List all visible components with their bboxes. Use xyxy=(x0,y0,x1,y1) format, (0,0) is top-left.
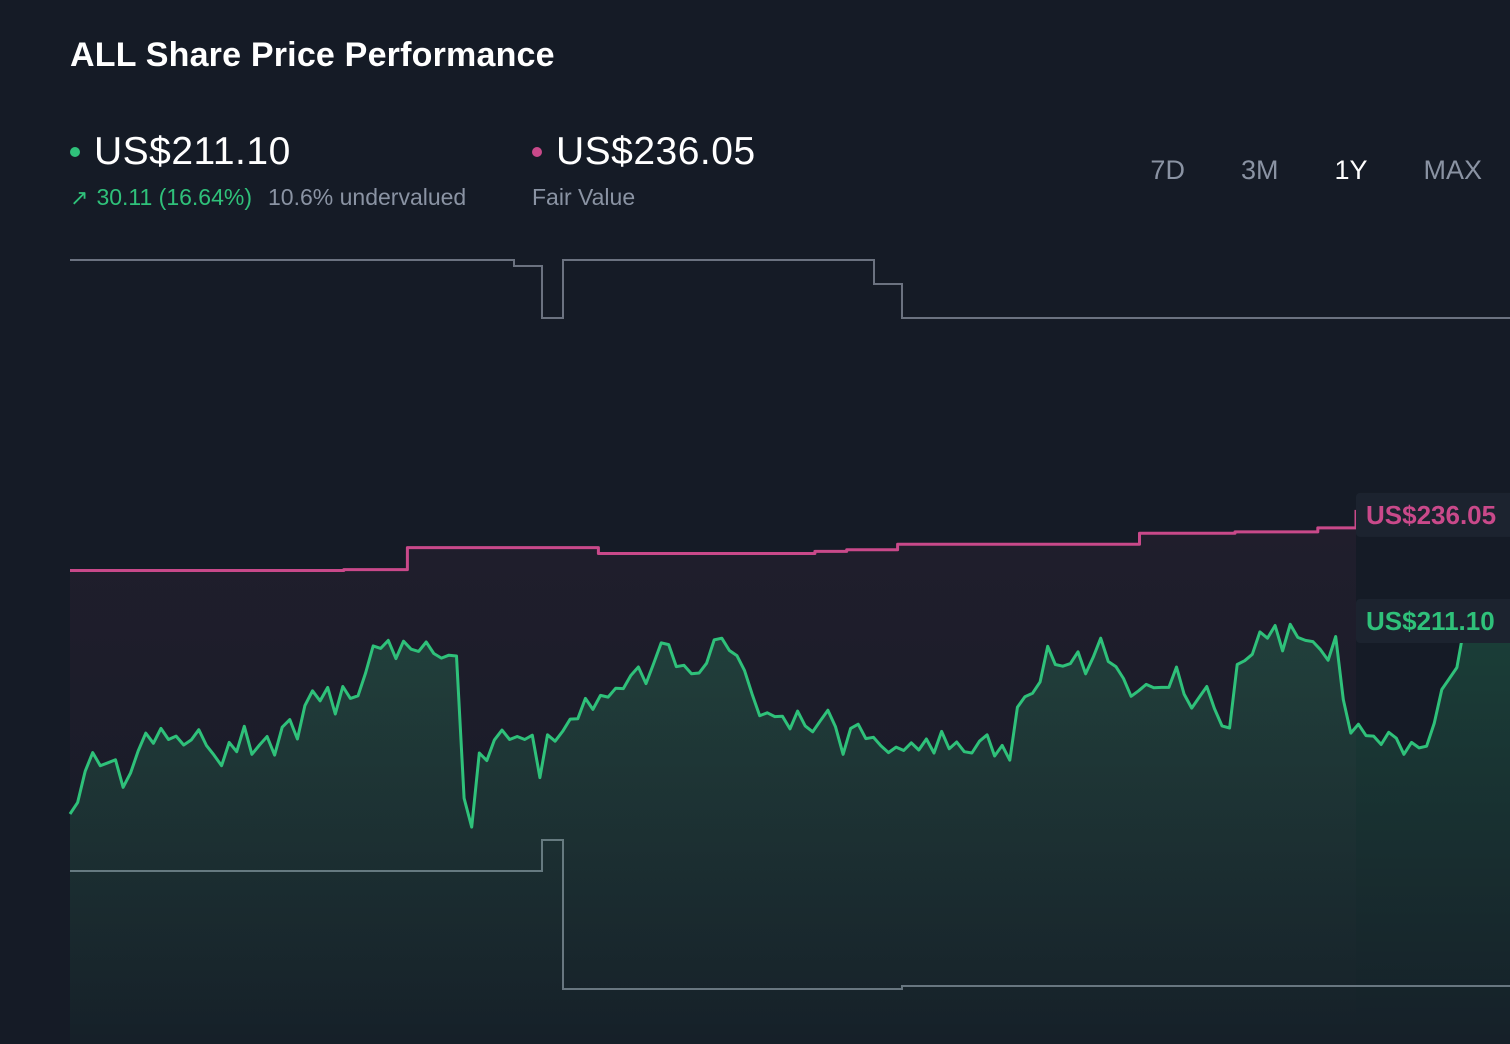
share-price-series-line xyxy=(68,606,1510,829)
current-price-dot xyxy=(70,147,80,157)
share-price-end-label: US$211.10 xyxy=(1356,599,1510,644)
current-price: US$211.10 xyxy=(94,130,291,173)
fair-value-end-label: US$236.05 xyxy=(1356,492,1510,537)
share-price-end-label-background xyxy=(1356,599,1510,644)
page-title: ALL Share Price Performance xyxy=(70,36,555,74)
fair-value-dot xyxy=(532,147,542,157)
range-7d[interactable]: 7D xyxy=(1150,155,1185,185)
arrow-up-right-icon: ↗ xyxy=(70,184,89,210)
current-price-block: US$211.10 ↗ 30.11 (16.64%) 10.6% underva… xyxy=(70,130,466,211)
fair-value-series-line xyxy=(70,526,1356,572)
fair-value-price: US$236.05 xyxy=(556,130,756,173)
range-3m[interactable]: 3M xyxy=(1240,155,1279,185)
fair-value-end-label-text: US$236.05 xyxy=(1366,500,1496,530)
fair-value-end-label-background xyxy=(1356,492,1510,537)
share-price-end-label-text: US$211.10 xyxy=(1366,606,1495,636)
valuation-text: 10.6% undervalued xyxy=(268,184,467,210)
fair-value-label: Fair Value xyxy=(532,184,636,210)
upper-band-outline xyxy=(70,259,1510,319)
range-selector: 7D 3M 1Y MAX xyxy=(1094,155,1482,186)
price-change-value: 30.11 (16.64%) xyxy=(96,184,253,210)
range-1y[interactable]: 1Y xyxy=(1334,155,1368,185)
share-price-series-area xyxy=(70,607,1510,1044)
fair-value-block: US$236.05 Fair Value xyxy=(532,130,756,211)
price-change: ↗ 30.11 (16.64%) xyxy=(70,184,252,211)
range-max[interactable]: MAX xyxy=(1423,155,1482,185)
